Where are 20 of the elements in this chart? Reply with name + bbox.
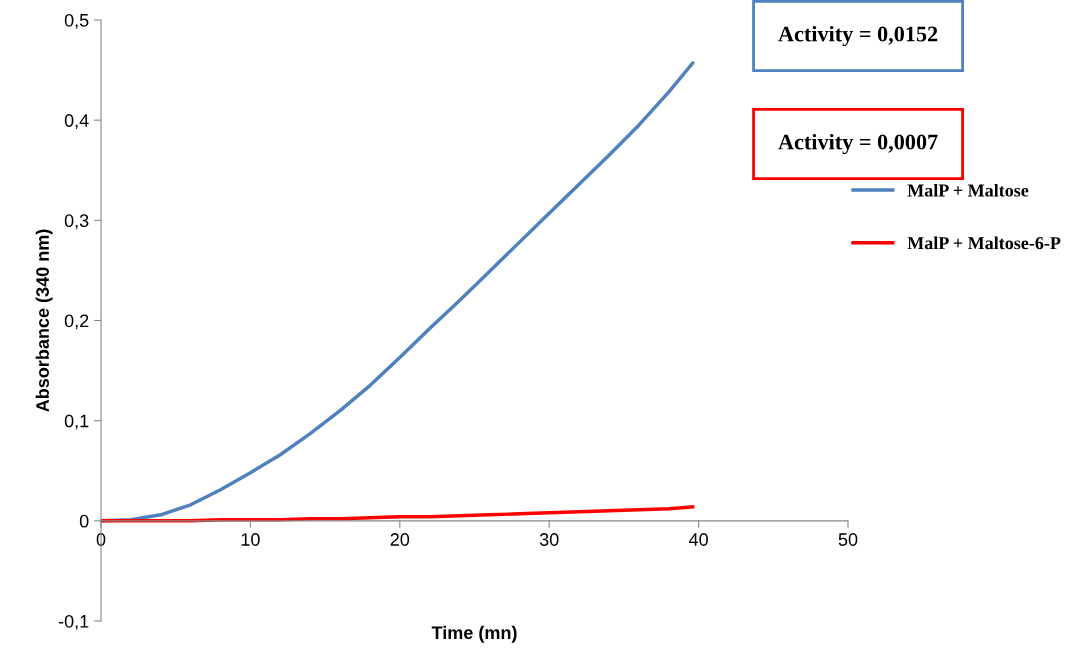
y-tick-label: 0,5 bbox=[64, 13, 89, 29]
x-tick-label: 20 bbox=[390, 533, 410, 546]
x-tick-label: 50 bbox=[838, 533, 858, 546]
y-tick-label: 0,1 bbox=[64, 414, 89, 430]
legend-label: MalP + Maltose-6-P bbox=[907, 236, 1061, 250]
annotation: Activity = 0,0152 bbox=[778, 25, 938, 47]
annotation: Activity = 0,0007 bbox=[778, 133, 938, 155]
y-tick-label: 0,4 bbox=[64, 114, 89, 130]
line-series bbox=[101, 505, 695, 523]
x-tick-label: 10 bbox=[241, 533, 260, 546]
x-axis-title: Time (mn) bbox=[431, 625, 517, 643]
y-tick-label: 0,3 bbox=[64, 214, 89, 230]
y-tick-label: -0,1 bbox=[58, 614, 89, 630]
x-tick-label: 40 bbox=[688, 533, 708, 546]
y-axis-title: Absorbance (340 nm) bbox=[35, 229, 53, 412]
legend-label: MalP + Maltose bbox=[907, 183, 1029, 197]
x-tick-label: 0 bbox=[96, 533, 106, 546]
y-tick-label: 0,2 bbox=[64, 314, 89, 330]
y-tick-label: 0 bbox=[79, 514, 89, 528]
x-tick-label: 30 bbox=[539, 533, 559, 546]
